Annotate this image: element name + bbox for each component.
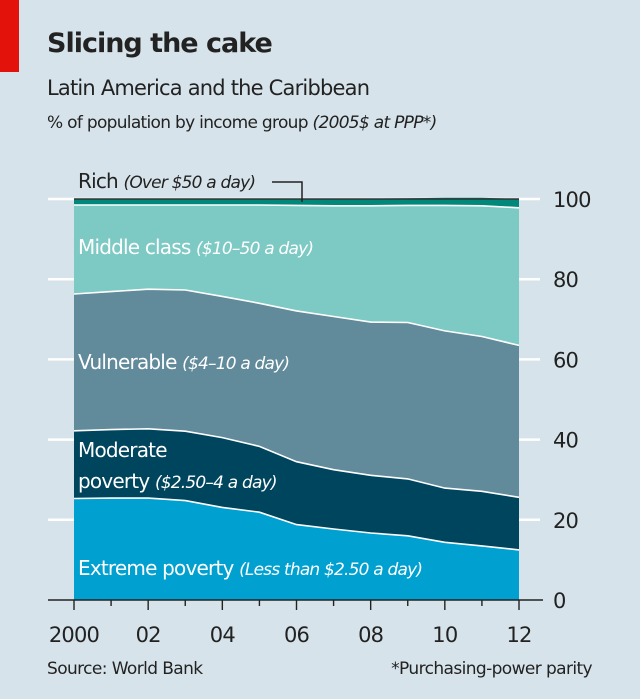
label-moderate-line1: Moderate (78, 438, 167, 462)
boundary-vulnerable (73, 288, 520, 347)
label-extreme-detail: (Less than $2.50 a day) (239, 560, 422, 580)
boundary-middle-class (74, 204, 520, 209)
label-rich: Rich (Over $50 a day) (78, 169, 255, 193)
label-middle-class-name: Middle class (78, 235, 191, 259)
y-tick-label-80: 80 (553, 268, 578, 292)
boundary-extreme-poverty (73, 497, 520, 551)
x-tick-label-2002: 02 (136, 623, 161, 647)
x-tick-label-2012: 12 (506, 623, 531, 647)
x-tick-label-2006: 06 (284, 623, 310, 647)
series-labels: Rich (Over $50 a day) Middle class ($10–… (78, 169, 423, 580)
label-extreme-name: Extreme poverty (78, 556, 234, 580)
label-moderate-line2: poverty ($2.50–4 a day) (78, 469, 277, 493)
y-tick-label-0: 0 (553, 589, 566, 613)
label-rich-name: Rich (78, 169, 118, 193)
unit-label-main: % of population by income group (47, 113, 309, 133)
x-axis: 2000 02 04 06 08 10 12 (48, 599, 543, 647)
area-middle-class (74, 205, 519, 346)
label-vulnerable-name: Vulnerable (78, 350, 177, 374)
x-tick-label-2004: 04 (210, 623, 236, 647)
x-tick-label-2000: 2000 (49, 623, 99, 647)
y-tick-label-100: 100 (553, 188, 591, 212)
area-extreme-poverty (74, 498, 519, 600)
unit-label: % of population by income group (2005$ a… (47, 113, 437, 133)
label-moderate-detail: ($2.50–4 a day) (155, 473, 277, 493)
unit-label-italic: (2005$ at PPP*) (312, 113, 438, 133)
y-tick-label-20: 20 (553, 509, 578, 533)
x-tick-label-2008: 08 (358, 623, 383, 647)
label-extreme-poverty: Extreme poverty (Less than $2.50 a day) (78, 556, 422, 580)
footnote: *Purchasing-power parity (391, 659, 592, 679)
label-vulnerable-detail: ($4–10 a day) (182, 354, 289, 374)
rich-leader-line (272, 181, 303, 202)
brand-accent-tab (0, 0, 19, 72)
area-vulnerable (74, 289, 519, 498)
source-note: Source: World Bank (47, 659, 203, 679)
y-tick-label-40: 40 (553, 429, 578, 453)
series-boundaries (73, 198, 520, 551)
label-rich-detail: (Over $50 a day) (124, 173, 256, 193)
chart-subtitle: Latin America and the Caribbean (47, 76, 370, 100)
label-middle-class-detail: ($10–50 a day) (196, 239, 313, 259)
label-vulnerable: Vulnerable ($4–10 a day) (78, 350, 289, 374)
label-moderate-name: poverty (78, 469, 150, 493)
y-axis: 0 20 40 60 80 100 (553, 188, 591, 613)
label-middle-class: Middle class ($10–50 a day) (78, 235, 313, 259)
chart-title: Slicing the cake (47, 28, 273, 59)
y-tick-label-60: 60 (553, 348, 578, 372)
area-series (74, 197, 519, 600)
area-moderate-poverty (74, 428, 519, 550)
x-tick-label-2010: 10 (432, 623, 457, 647)
boundary-moderate-poverty (73, 427, 520, 499)
